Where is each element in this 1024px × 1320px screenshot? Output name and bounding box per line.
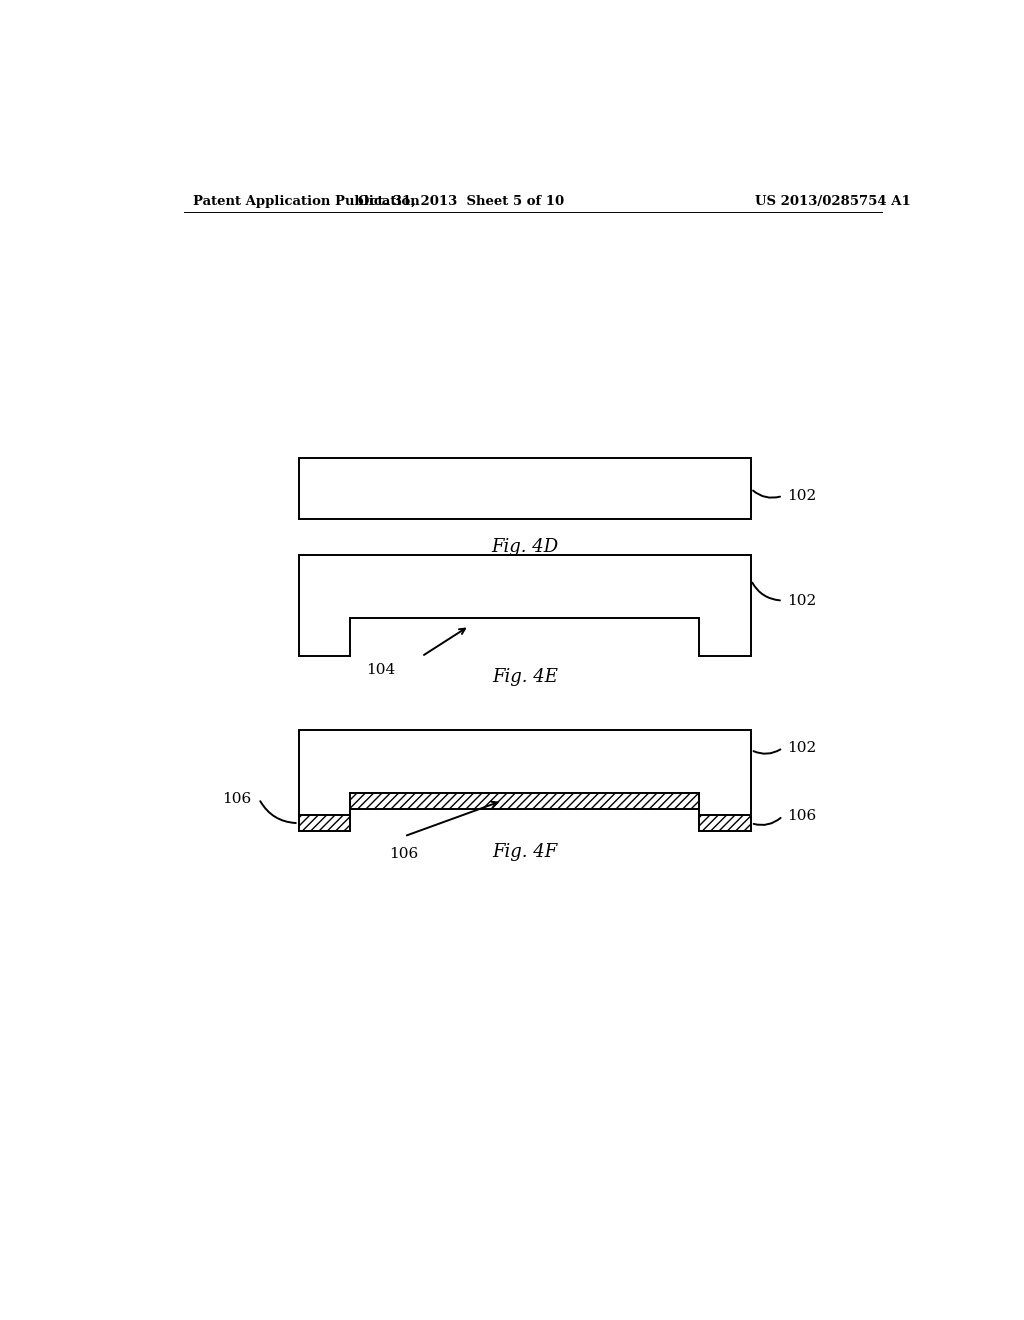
Polygon shape	[299, 730, 751, 832]
Text: 106: 106	[786, 809, 816, 822]
Text: 102: 102	[786, 741, 816, 755]
Text: 104: 104	[367, 663, 395, 677]
Text: US 2013/0285754 A1: US 2013/0285754 A1	[755, 194, 910, 207]
Text: 106: 106	[222, 792, 251, 805]
Bar	[299, 458, 751, 519]
Text: Oct. 31, 2013  Sheet 5 of 10: Oct. 31, 2013 Sheet 5 of 10	[358, 194, 564, 207]
Text: Patent Application Publication: Patent Application Publication	[194, 194, 420, 207]
Text: 106: 106	[389, 846, 419, 861]
Text: Fig. 4F: Fig. 4F	[493, 842, 557, 861]
Text: Fig. 4D: Fig. 4D	[492, 537, 558, 556]
Bar	[299, 814, 350, 832]
Text: 102: 102	[786, 488, 816, 503]
Text: 102: 102	[786, 594, 816, 607]
Text: Fig. 4E: Fig. 4E	[492, 668, 558, 686]
Bar	[699, 814, 751, 832]
Polygon shape	[299, 554, 751, 656]
Bar	[350, 792, 699, 809]
